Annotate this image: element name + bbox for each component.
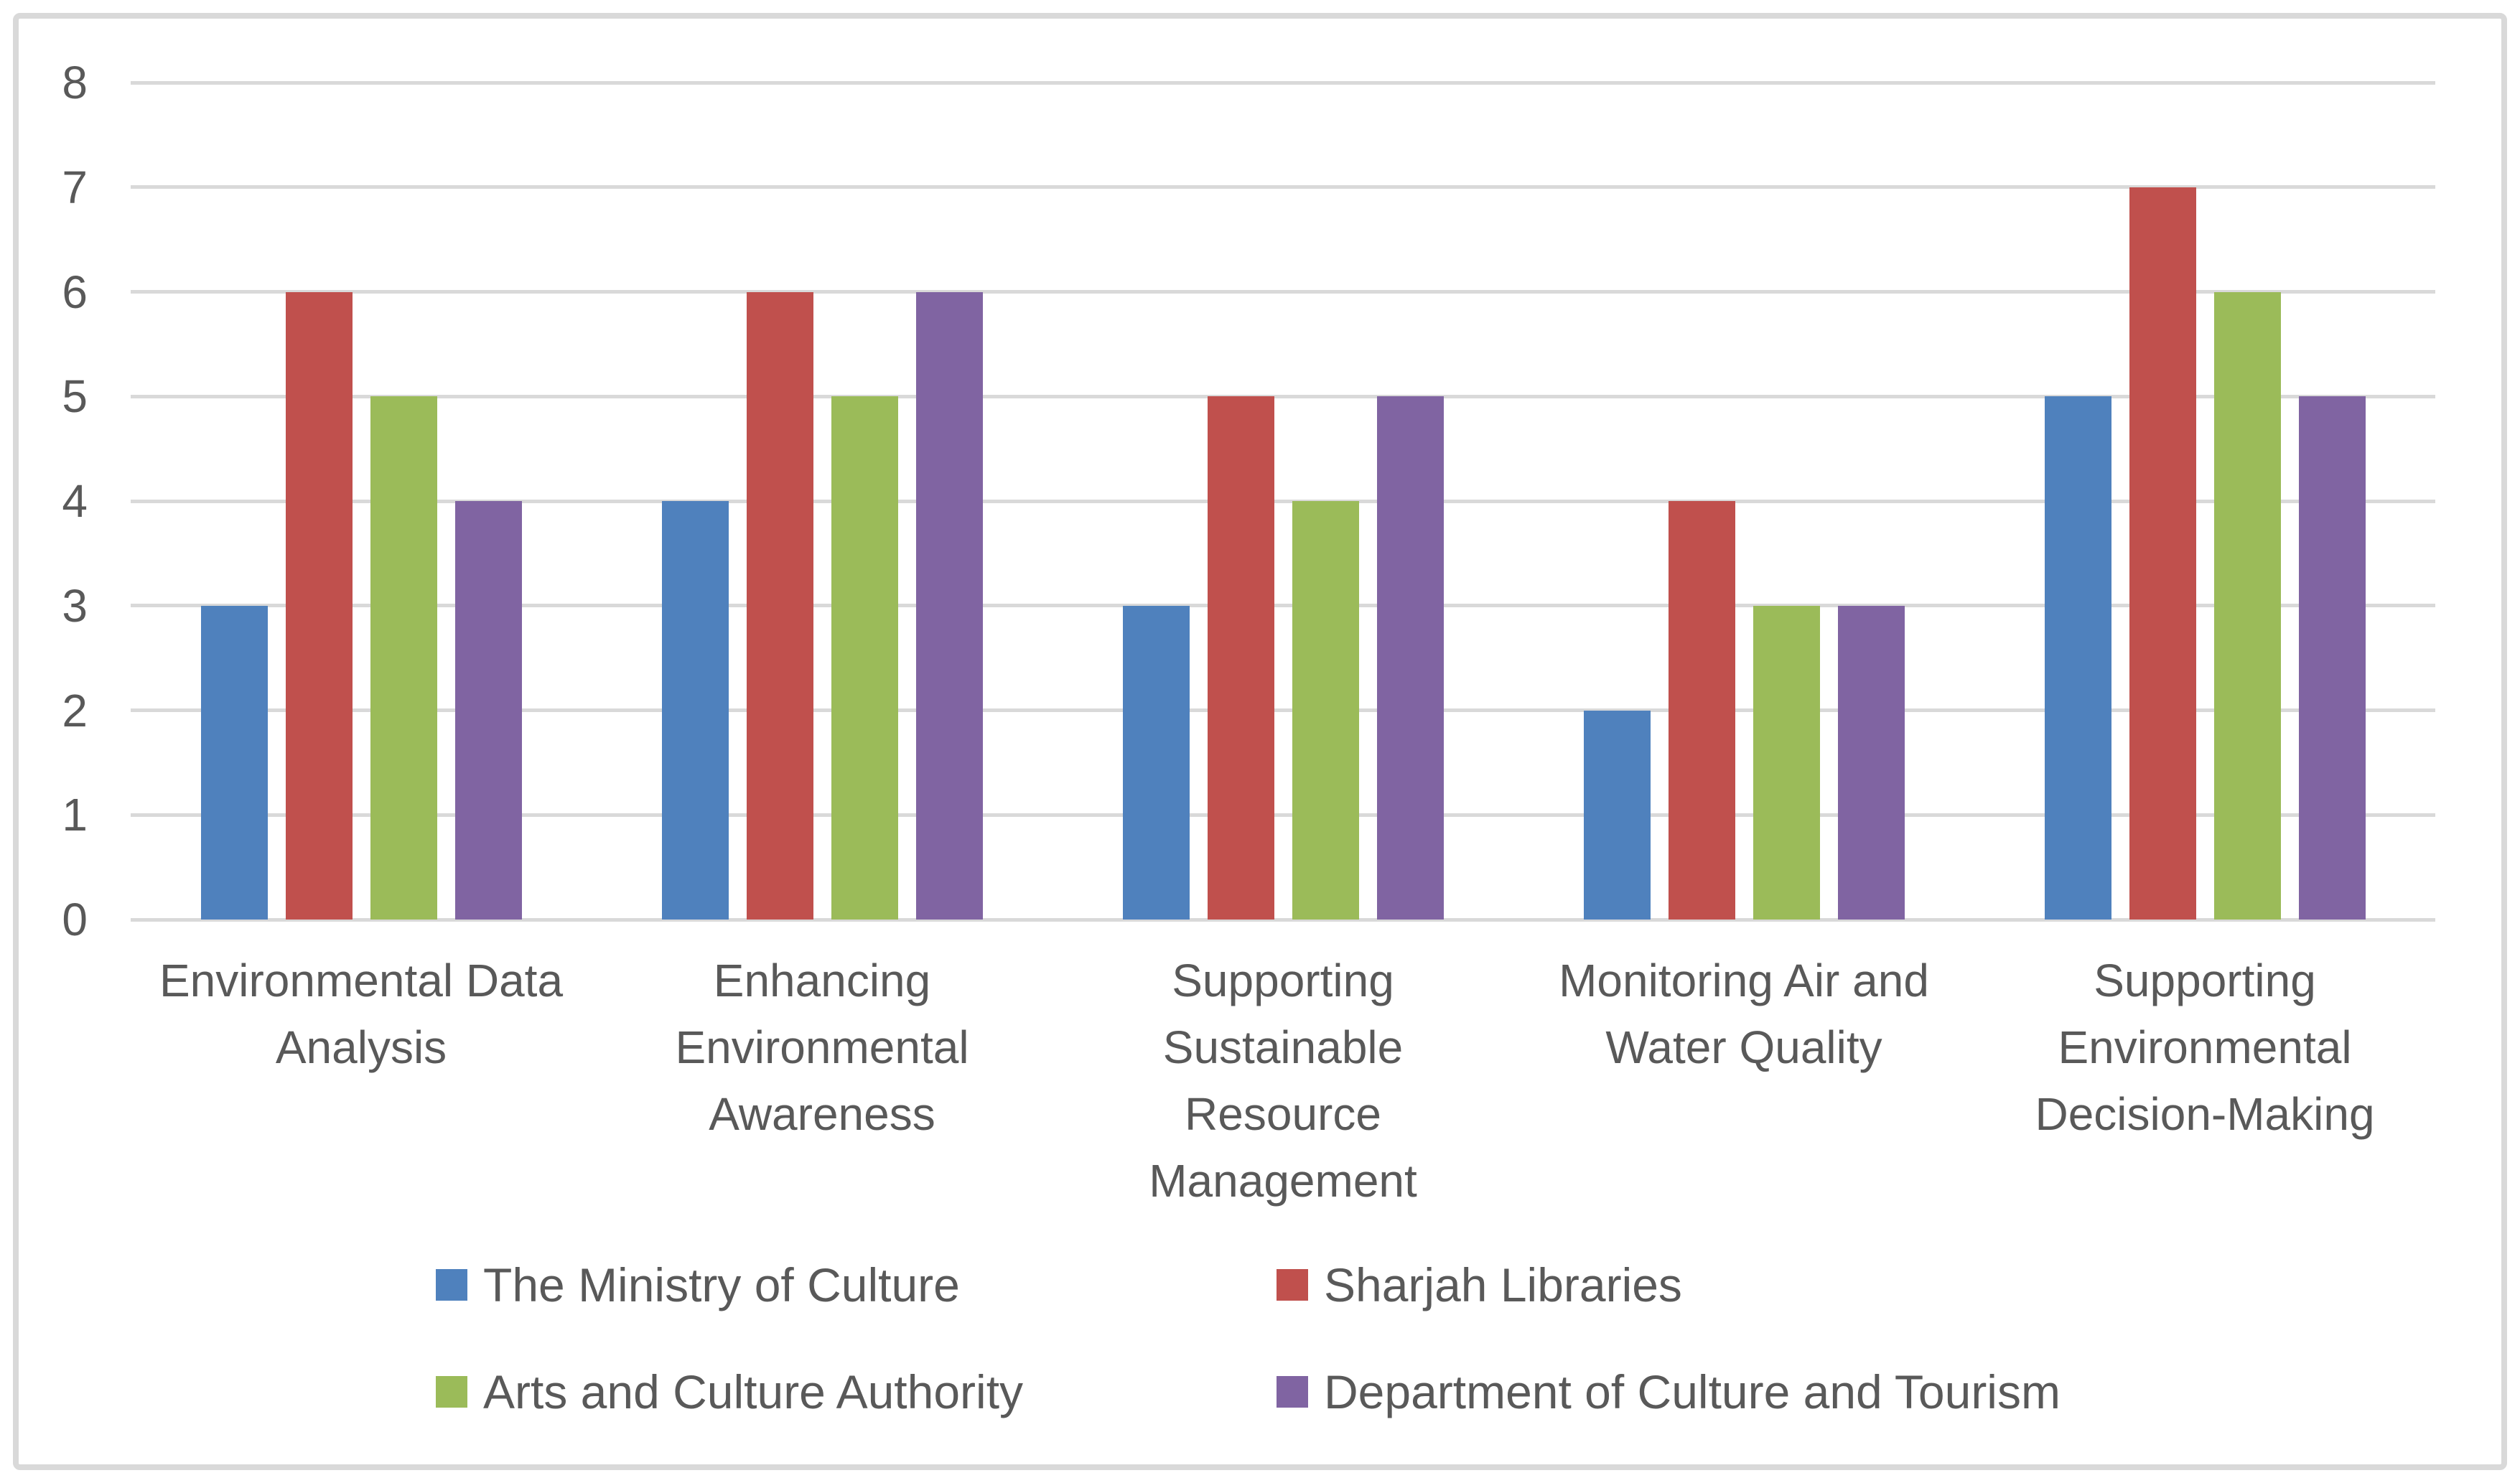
- x-axis-labels: Environmental Data Analysis Enhancing Env…: [131, 948, 2435, 1215]
- legend-item: Department of Culture and Tourism: [1277, 1365, 2061, 1419]
- legend-swatch-icon: [1277, 1269, 1308, 1301]
- bar: [2044, 396, 2111, 920]
- bar: [1668, 501, 1735, 920]
- legend-item: The Ministry of Culture: [436, 1258, 960, 1312]
- gridline: [131, 290, 2435, 294]
- y-tick-label: 8: [62, 57, 88, 108]
- gridline: [131, 813, 2435, 817]
- bar: [1753, 605, 1820, 920]
- y-tick-label: 0: [62, 894, 88, 945]
- gridline: [131, 80, 2435, 85]
- bar: [454, 501, 522, 920]
- y-tick-label: 4: [62, 475, 88, 527]
- y-tick-label: 6: [62, 266, 88, 318]
- bar-group: [592, 83, 1053, 920]
- y-axis: 0 1 2 3 4 5 6 7 8: [0, 60, 108, 942]
- plot-area: [131, 80, 2435, 922]
- bar: [1207, 396, 1274, 920]
- legend-label: The Ministry of Culture: [483, 1258, 960, 1311]
- legend-item: Sharjah Libraries: [1277, 1258, 1682, 1312]
- gridline: [131, 708, 2435, 712]
- category-label: Environmental Data Analysis: [159, 955, 564, 1073]
- legend-label: Arts and Culture Authority: [483, 1365, 1024, 1418]
- bar-groups: [131, 83, 2435, 920]
- gridline: [131, 604, 2435, 608]
- legend-label: Department of Culture and Tourism: [1324, 1365, 2061, 1418]
- bar: [1292, 501, 1359, 920]
- category-label: Monitoring Air and Water Quality: [1559, 955, 1929, 1073]
- bar: [200, 605, 268, 920]
- y-tick-label: 3: [62, 579, 88, 632]
- bar: [370, 396, 437, 920]
- y-tick-label: 2: [62, 684, 88, 736]
- bar-group: [1513, 83, 1974, 920]
- bar-group: [131, 83, 592, 920]
- legend-swatch-icon: [436, 1269, 467, 1301]
- bar: [1583, 710, 1651, 920]
- legend-item: Arts and Culture Authority: [436, 1365, 1023, 1419]
- gridline: [131, 394, 2435, 398]
- bar: [1837, 605, 1905, 920]
- bar: [2298, 396, 2366, 920]
- category-label: Supporting Environmental Decision-Making: [2035, 955, 2375, 1140]
- bar: [746, 291, 813, 920]
- bar: [1376, 396, 1444, 920]
- bar-group: [1053, 83, 1513, 920]
- bar: [285, 291, 353, 920]
- bar: [831, 396, 898, 920]
- bar: [1122, 605, 1190, 920]
- gridline: [131, 185, 2435, 190]
- bar: [661, 501, 729, 920]
- y-tick-label: 1: [62, 789, 88, 841]
- gridline: [131, 499, 2435, 503]
- legend-label: Sharjah Libraries: [1324, 1258, 1682, 1311]
- legend-swatch-icon: [436, 1376, 467, 1408]
- bar: [915, 291, 983, 920]
- bar: [2129, 187, 2196, 920]
- x-axis-line: [131, 917, 2435, 922]
- category-label: Enhancing Environmental Awareness: [675, 955, 969, 1140]
- bar-group: [1974, 83, 2435, 920]
- y-tick-label: 5: [62, 370, 88, 423]
- y-tick-label: 7: [62, 161, 88, 213]
- bar: [2213, 291, 2281, 920]
- legend-swatch-icon: [1277, 1376, 1308, 1408]
- category-label: Supporting Sustainable Resource Manageme…: [1149, 955, 1417, 1207]
